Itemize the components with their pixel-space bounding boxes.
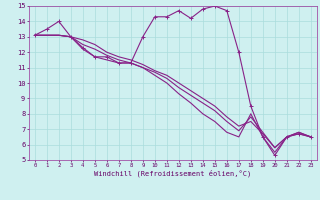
X-axis label: Windchill (Refroidissement éolien,°C): Windchill (Refroidissement éolien,°C) [94,170,252,177]
